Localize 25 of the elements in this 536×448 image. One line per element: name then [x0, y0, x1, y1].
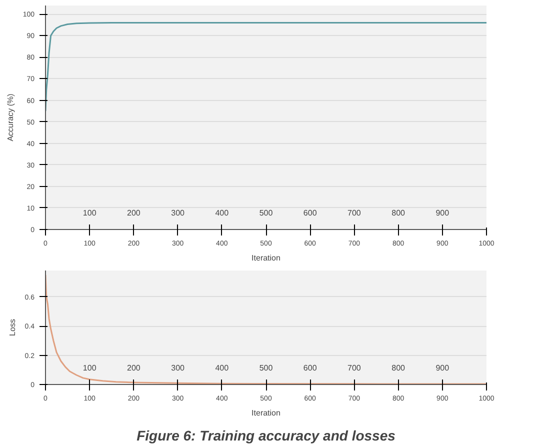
x2-tick-label: 300: [171, 208, 186, 218]
x2-tick-label: 900: [436, 364, 450, 372]
x2-tick-label: 400: [215, 364, 230, 372]
line-series: [46, 274, 486, 384]
caption: Figure 6: Training accuracy and losses: [136, 428, 396, 444]
x2-tick-label: 900: [436, 208, 450, 218]
x2-tick-label: 600: [303, 364, 318, 372]
x2-tick-label: 600: [303, 208, 318, 218]
x2-tick-label: 800: [392, 364, 406, 372]
x-axis-title: Iteration: [252, 408, 280, 418]
x2-tick-label: 500: [259, 364, 274, 372]
x2-tick-label: 200: [127, 208, 141, 218]
x2-tick-label: 800: [392, 208, 406, 218]
x-axis-title: Iteration: [252, 254, 280, 262]
x2-tick-label: 400: [215, 208, 230, 218]
x2-tick-label: 200: [127, 364, 141, 372]
x2-tick-label: 700: [348, 208, 362, 218]
line-series: [46, 22, 486, 112]
x2-tick-label: 100: [82, 364, 97, 372]
x2-tick-label: 700: [348, 364, 362, 372]
x2-tick-label: 300: [171, 364, 186, 372]
y-axis-title: Loss: [8, 319, 17, 336]
x2-tick-label: 500: [259, 208, 274, 218]
y-axis-title: Accuracy (%): [6, 93, 15, 142]
x2-tick-label: 100: [82, 208, 97, 218]
